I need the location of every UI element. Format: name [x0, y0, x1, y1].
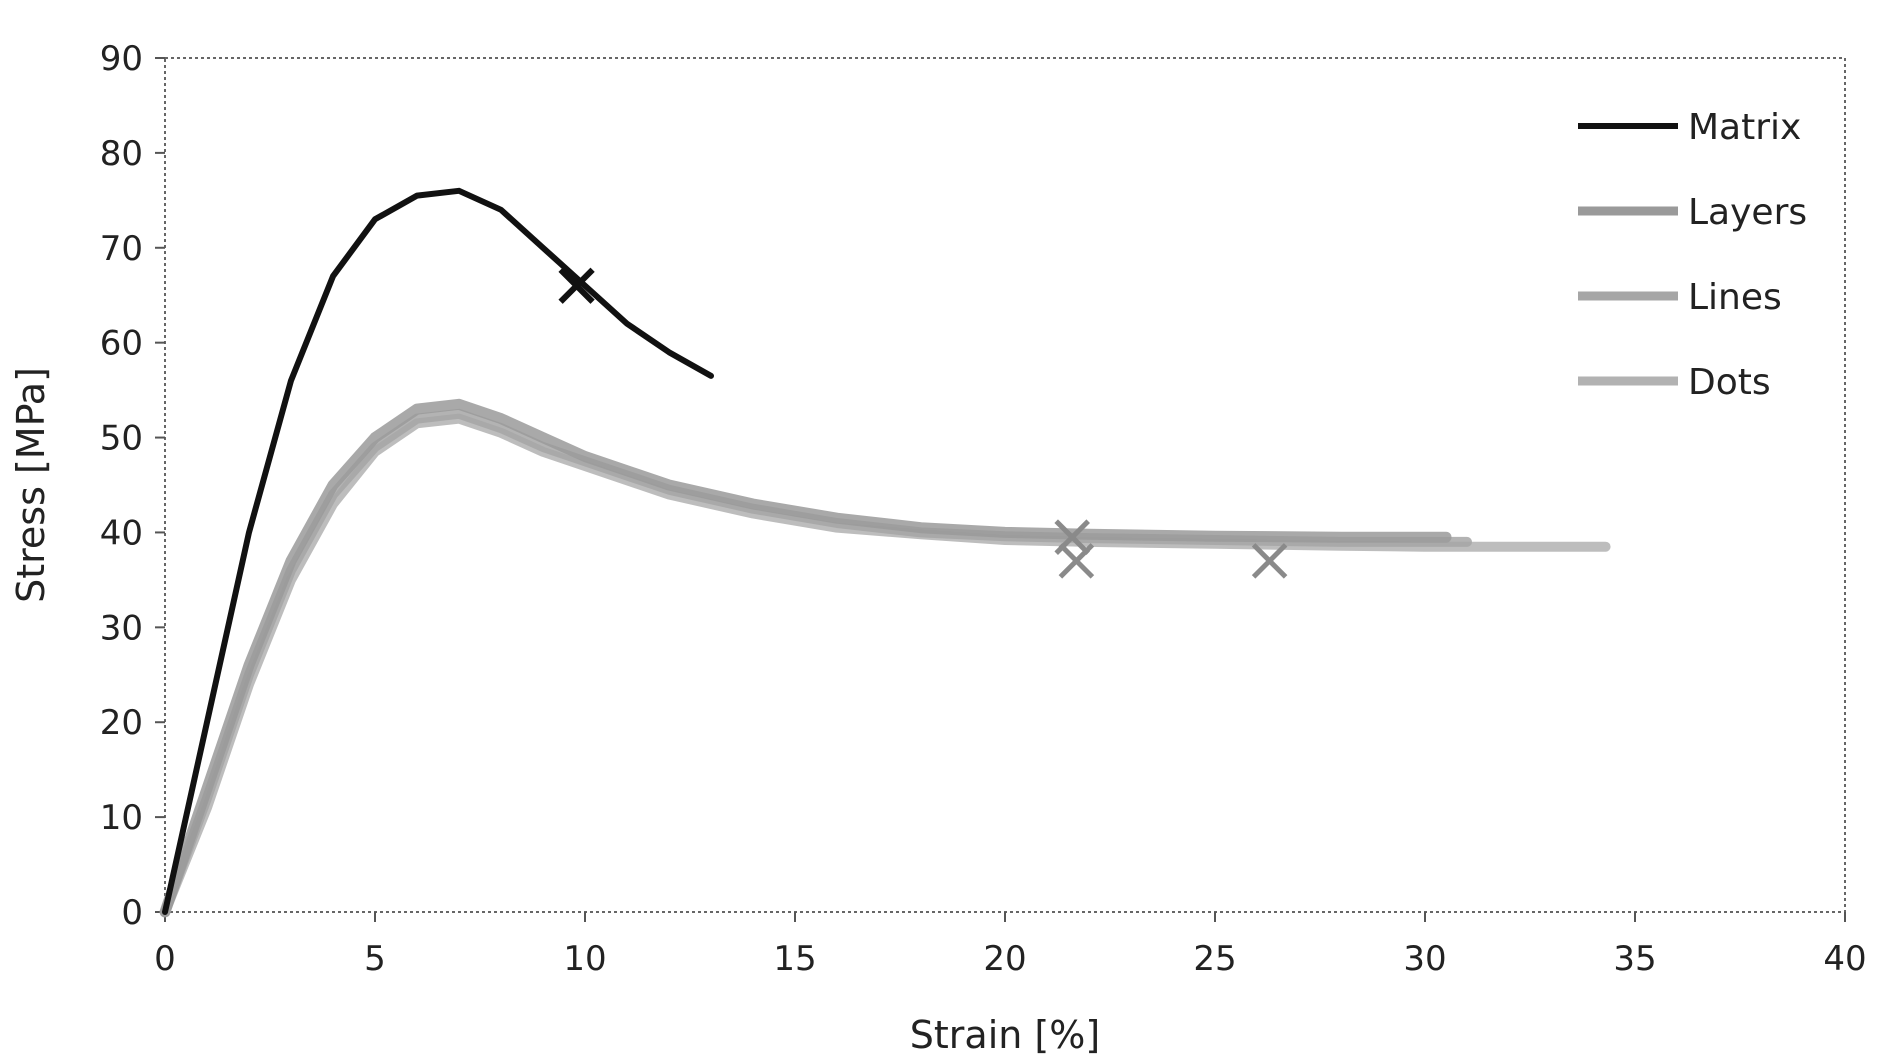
y-tick-label: 20	[100, 703, 143, 743]
legend-label-layers: Layers	[1688, 192, 1807, 233]
x-tick-label: 25	[1193, 939, 1236, 979]
series-layer	[159, 187, 1611, 918]
y-tick-label: 90	[100, 39, 143, 79]
failure-marker-dots	[1251, 543, 1288, 579]
legend: Matrix Layers Lines Dots	[1578, 107, 1807, 403]
legend-label-lines: Lines	[1688, 277, 1782, 318]
x-tick-label: 15	[773, 939, 816, 979]
x-tick-label: 35	[1613, 939, 1656, 979]
failure-markers	[558, 267, 1288, 579]
y-tick-label: 40	[100, 513, 143, 553]
y-tick-label: 0	[121, 893, 143, 933]
legend-label-matrix: Matrix	[1688, 107, 1801, 148]
y-tick-label: 70	[100, 229, 143, 269]
y-tick-label: 80	[100, 134, 143, 174]
failure-marker-matrix	[558, 267, 595, 304]
legend-label-dots: Dots	[1688, 362, 1771, 403]
plot-area-frame	[164, 57, 1846, 913]
series-line-matrix	[162, 187, 714, 915]
x-tick-label: 30	[1403, 939, 1446, 979]
series-line-dots	[160, 413, 1611, 917]
x-tick-label: 10	[563, 939, 606, 979]
series-line-layers	[159, 398, 1452, 918]
x-tick-label: 5	[364, 939, 386, 979]
y-tick-label: 50	[100, 419, 143, 459]
failure-marker-lines	[1058, 543, 1095, 579]
series-line-lines	[160, 408, 1472, 917]
y-tick-label: 30	[100, 608, 143, 648]
x-tick-label: 40	[1823, 939, 1866, 979]
y-tick-label: 60	[100, 324, 143, 364]
x-axis-title: Strain [%]	[910, 1013, 1100, 1057]
y-axis-title: Stress [MPa]	[9, 367, 53, 603]
x-tick-label: 20	[983, 939, 1026, 979]
y-tick-label: 10	[100, 798, 143, 838]
x-axis-ticks: 0 5 10 15 20 25 30 35 40	[154, 912, 1867, 979]
x-tick-label: 0	[154, 939, 176, 979]
y-axis-ticks: 0 10 20 30 40 50 60 70 80 90	[100, 39, 165, 933]
